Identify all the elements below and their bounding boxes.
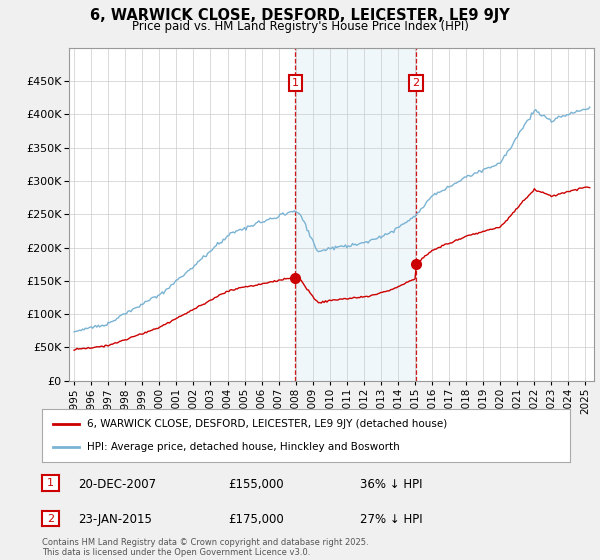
Text: £175,000: £175,000	[228, 513, 284, 526]
Text: 1: 1	[47, 478, 54, 488]
Text: 2: 2	[47, 514, 54, 524]
Text: 6, WARWICK CLOSE, DESFORD, LEICESTER, LE9 9JY: 6, WARWICK CLOSE, DESFORD, LEICESTER, LE…	[90, 8, 510, 24]
Text: 6, WARWICK CLOSE, DESFORD, LEICESTER, LE9 9JY (detached house): 6, WARWICK CLOSE, DESFORD, LEICESTER, LE…	[87, 419, 447, 429]
Text: 23-JAN-2015: 23-JAN-2015	[78, 513, 152, 526]
Text: HPI: Average price, detached house, Hinckley and Bosworth: HPI: Average price, detached house, Hinc…	[87, 442, 400, 452]
Text: 2: 2	[412, 78, 419, 88]
Text: 1: 1	[292, 78, 299, 88]
Text: Contains HM Land Registry data © Crown copyright and database right 2025.
This d: Contains HM Land Registry data © Crown c…	[42, 538, 368, 557]
Text: 27% ↓ HPI: 27% ↓ HPI	[360, 513, 422, 526]
Text: £155,000: £155,000	[228, 478, 284, 491]
Text: Price paid vs. HM Land Registry's House Price Index (HPI): Price paid vs. HM Land Registry's House …	[131, 20, 469, 32]
Bar	[295, 48, 416, 381]
Text: 20-DEC-2007: 20-DEC-2007	[78, 478, 156, 491]
Text: 36% ↓ HPI: 36% ↓ HPI	[360, 478, 422, 491]
